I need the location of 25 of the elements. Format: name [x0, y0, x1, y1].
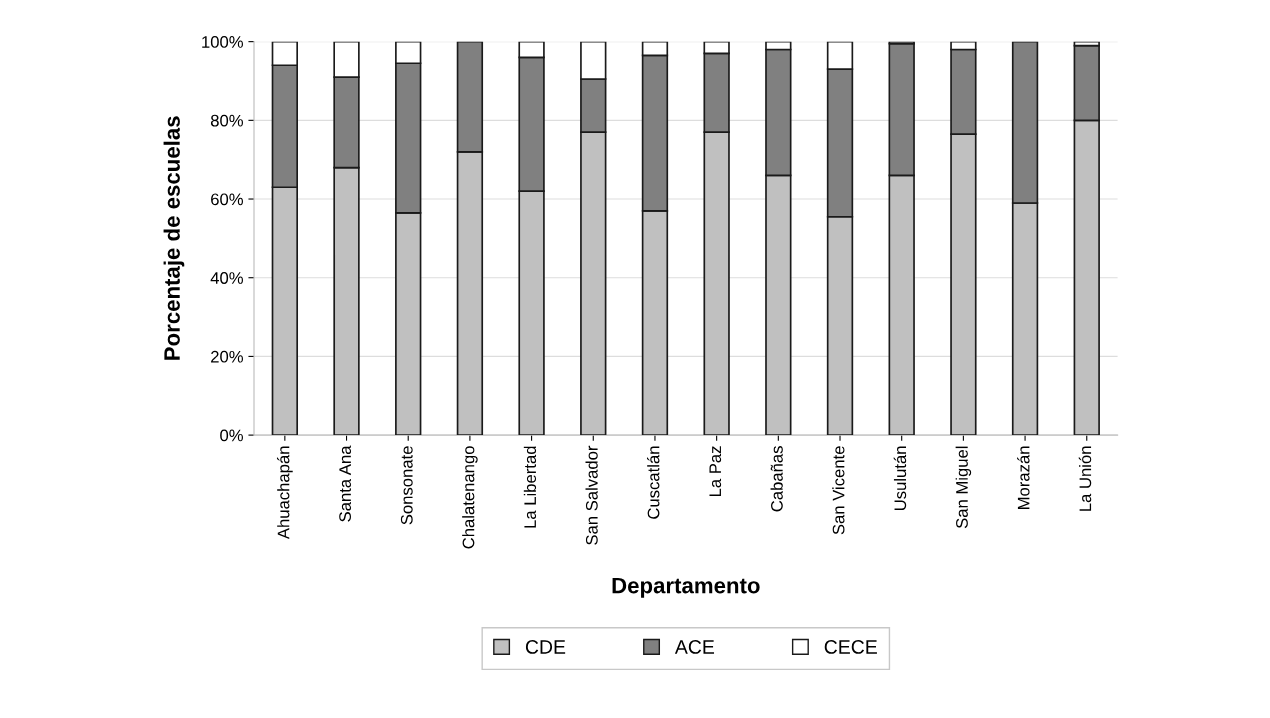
x-tick-label: San Salvador: [585, 445, 598, 545]
legend-label: CECE: [824, 640, 877, 654]
x-tick-label: Morazán: [1017, 446, 1030, 509]
x-tick-label: San Vicente: [832, 446, 845, 535]
y-tick-label: 0%: [220, 429, 243, 442]
x-tick-label: Ahuachapán: [276, 446, 293, 540]
x-tick-label: San Miguel: [955, 446, 972, 529]
y-tick-label: 20%: [211, 350, 243, 363]
x-tick-label: Cabañas: [770, 446, 783, 512]
x-axis-title: Departamento: [612, 577, 760, 598]
x-tick-label: La Paz: [709, 446, 722, 497]
x-tick-label: Sonsonate: [400, 446, 413, 525]
legend-label: CDE: [525, 640, 566, 654]
y-tick-label: 60%: [211, 193, 243, 206]
y-tick-label: 80%: [210, 114, 243, 127]
x-tick-label: Chalatenango: [462, 446, 478, 549]
y-tick-label: 40%: [210, 272, 243, 284]
x-tick-label: Santa Ana: [339, 445, 351, 522]
x-tick-label: La Unión: [1078, 446, 1092, 511]
legend-label: ACE: [674, 640, 715, 654]
x-tick-label: Usulután: [893, 446, 907, 511]
x-tick-label: Cuscatlán: [646, 446, 660, 519]
x-tick-label: La Libertad: [523, 446, 537, 528]
y-axis-title: Porcentaje de escuelas: [163, 116, 185, 360]
y-tick-label: 100%: [202, 36, 243, 48]
